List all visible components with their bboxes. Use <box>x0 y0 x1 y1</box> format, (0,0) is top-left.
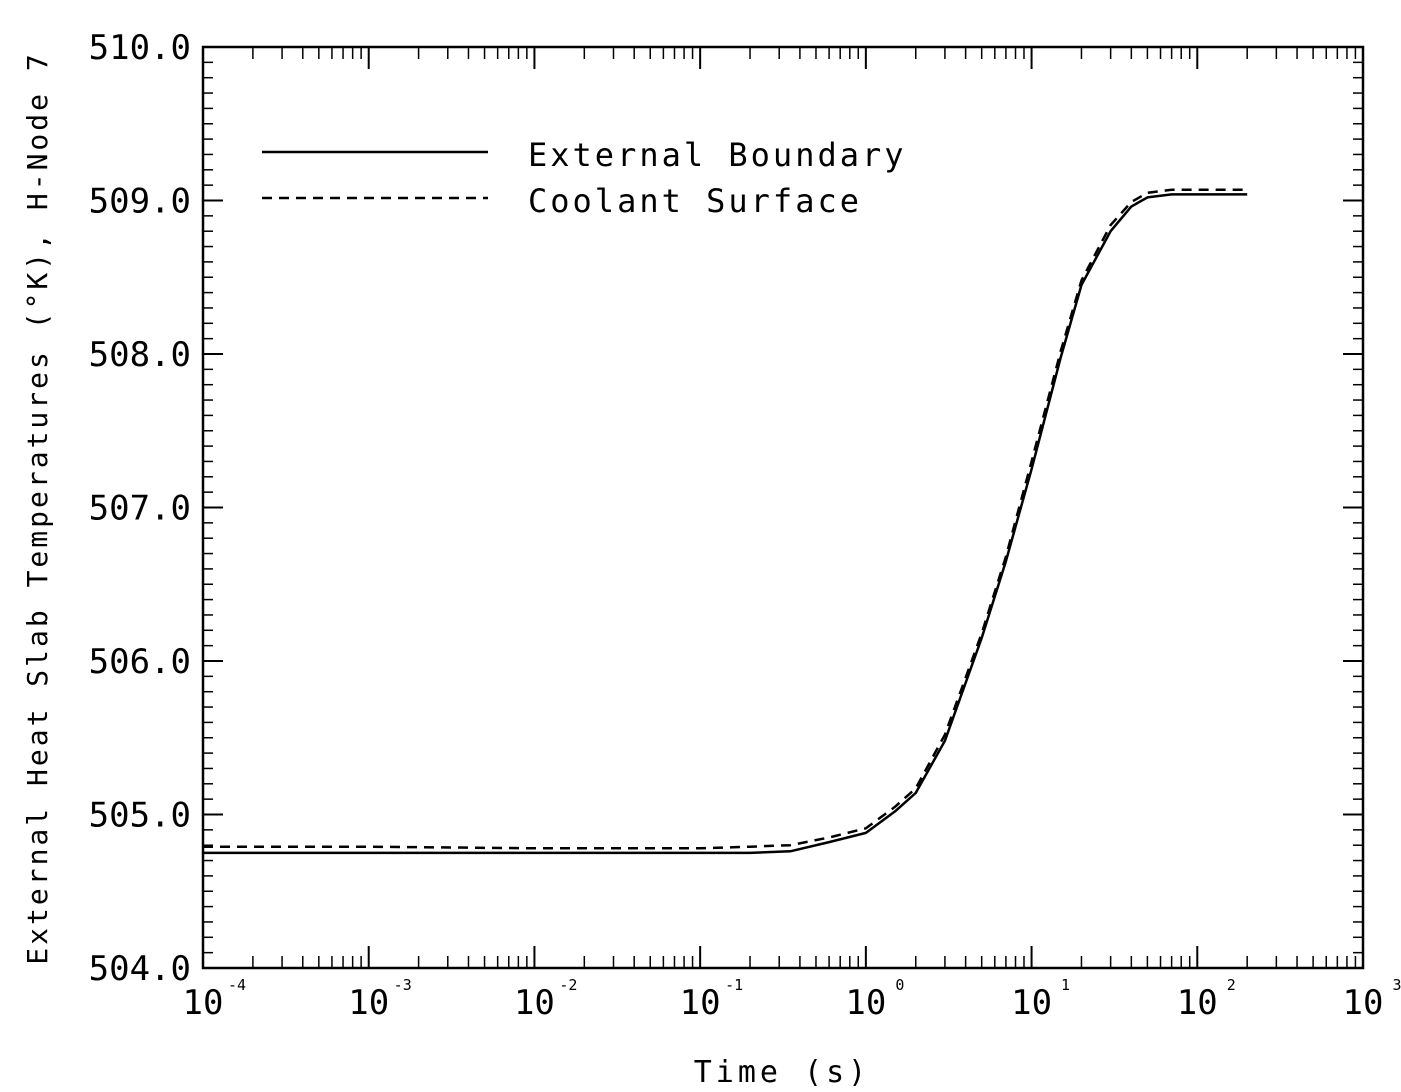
y-tick-label: 510.0 <box>89 28 191 68</box>
series-line-external-boundary <box>203 193 1248 855</box>
y-tick-label: 508.0 <box>89 335 191 375</box>
y-axis-title: External Heat Slab Temperatures (°K), H-… <box>21 51 54 964</box>
legend: External Boundary Coolant Surface <box>262 136 907 220</box>
y-axis-tick-labels: 510.0 509.0 508.0 507.0 506.0 505.0 504.0 <box>89 28 191 989</box>
series-layer <box>203 188 1248 855</box>
x-axis-title: Time (s) <box>694 1055 871 1090</box>
x-tick-label-exponent: -1 <box>725 976 743 994</box>
x-tick-label-base: 10 <box>348 983 389 1023</box>
x-tick-label-exponent: 1 <box>1061 976 1070 994</box>
x-tick-label-base: 10 <box>183 983 224 1023</box>
x-tick-label-exponent: 3 <box>1392 976 1401 994</box>
x-tick-label-base: 10 <box>1177 983 1218 1023</box>
y-tick-label: 507.0 <box>89 489 191 529</box>
x-tick-label-exponent: 2 <box>1227 976 1236 994</box>
x-tick-label-base: 10 <box>845 983 886 1023</box>
x-tick-label-exponent: -3 <box>394 976 412 994</box>
x-axis-ticks <box>202 47 1357 968</box>
x-tick-label-base: 10 <box>1343 983 1384 1023</box>
x-tick-label-base: 10 <box>680 983 721 1023</box>
x-axis-tick-labels: 10 -4 10 -3 10 -2 10 -1 10 0 10 1 10 2 10 3 <box>183 976 1401 1023</box>
x-tick-label-base: 10 <box>514 983 555 1023</box>
legend-label-coolant-surface: Coolant Surface <box>528 182 862 220</box>
y-tick-label: 505.0 <box>89 796 191 836</box>
x-tick-label-base: 10 <box>1011 983 1052 1023</box>
series-line-coolant-surface <box>203 188 1248 850</box>
x-tick-label-exponent: -4 <box>228 976 246 994</box>
legend-label-external-boundary: External Boundary <box>528 136 907 174</box>
y-tick-label: 509.0 <box>89 182 191 222</box>
y-tick-label: 506.0 <box>89 642 191 682</box>
y-tick-label: 504.0 <box>89 949 191 989</box>
x-tick-label-exponent: -2 <box>559 976 577 994</box>
x-tick-label-exponent: 0 <box>895 976 904 994</box>
